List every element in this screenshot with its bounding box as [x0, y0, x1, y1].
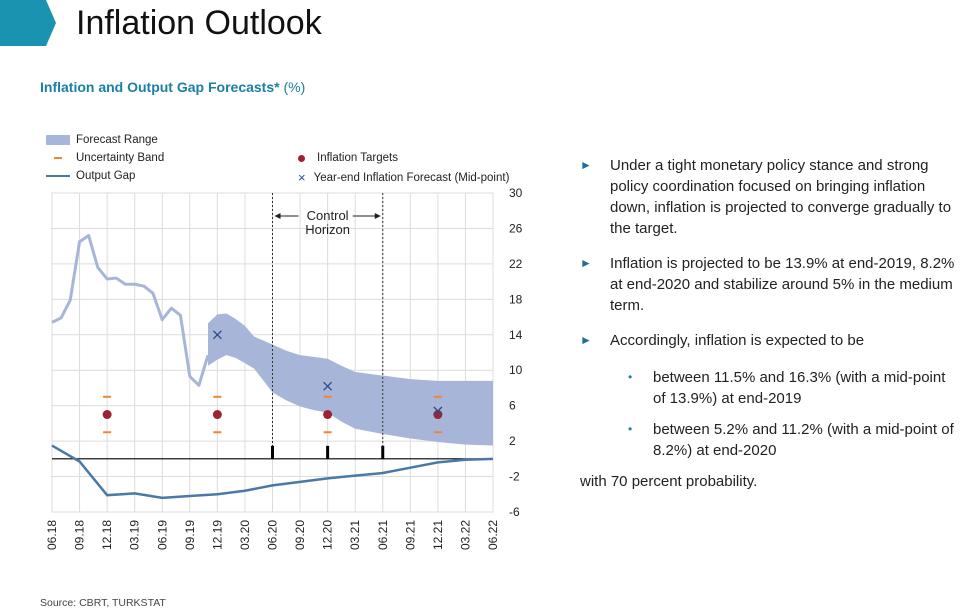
horizon-base-mark — [381, 445, 385, 459]
horizon-base-mark — [271, 445, 274, 459]
legend-uncertainty-band: Uncertainty Band — [46, 152, 164, 164]
y-tick-label: -6 — [509, 505, 520, 519]
bullet-arrow-icon: ► — [580, 256, 592, 270]
chart-title: Inflation and Output Gap Forecasts* (%) — [40, 79, 305, 95]
sub-bullet-dot-icon: • — [628, 422, 633, 436]
y-tick-label: 22 — [509, 257, 523, 271]
control-horizon-label: Horizon — [305, 222, 350, 237]
bullet-item: ► Under a tight monetary policy stance an… — [580, 155, 955, 239]
inflation-target-point — [212, 410, 222, 420]
output-gap-line — [51, 444, 494, 500]
legend-forecast-range-label: Forecast Range — [76, 134, 158, 146]
bullet-item: ► Accordingly, inflation is expected to b… — [580, 330, 955, 351]
year-end-forecast-point — [212, 330, 222, 340]
bullet-item: ► Inflation is projected to be 13.9% at e… — [580, 253, 955, 316]
x-tick-label: 06.21 — [376, 520, 390, 550]
x-tick-label: 12.21 — [431, 520, 445, 550]
uncertainty-band-swatch — [46, 157, 70, 159]
inflation-target-point — [433, 410, 443, 420]
legend-inflation-targets: Inflation Targets — [298, 152, 398, 164]
year-end-forecast-swatch: × — [298, 170, 306, 185]
x-tick-label: 06.22 — [486, 520, 500, 550]
bullet-arrow-icon: ► — [580, 158, 592, 172]
legend-year-end-forecast: × Year-end Inflation Forecast (Mid-point… — [298, 170, 509, 185]
inflation-history-line — [51, 234, 210, 387]
inflation-target-point — [323, 410, 333, 420]
horizon-base-mark — [326, 445, 330, 459]
y-tick-label: 30 — [509, 186, 523, 200]
y-tick-label: 2 — [509, 434, 516, 448]
bullet-text: Under a tight monetary policy stance and… — [610, 157, 952, 237]
horizon-arrowhead-left — [274, 213, 281, 219]
x-tick-label: 06.20 — [266, 520, 280, 550]
bullet-list: ► Under a tight monetary policy stance an… — [580, 155, 955, 492]
legend-inflation-targets-label: Inflation Targets — [317, 152, 398, 164]
plot-frame — [51, 192, 494, 513]
x-tick-label: 09.19 — [183, 520, 197, 550]
sub-bullet-item: • between 11.5% and 16.3% (with a mid-poi… — [580, 367, 955, 409]
x-tick-label: 06.18 — [45, 520, 59, 550]
sub-bullet-dot-icon: • — [628, 370, 633, 384]
chart-unit: (%) — [283, 79, 306, 95]
chart-title-text: Inflation and Output Gap Forecasts* — [40, 79, 280, 95]
y-tick-label: -2 — [509, 470, 520, 484]
x-tick-label: 03.22 — [458, 520, 472, 550]
forecast-range-swatch — [46, 135, 70, 145]
bullet-arrow-icon: ► — [580, 333, 592, 347]
year-end-forecast-point — [433, 406, 443, 416]
forecast-range-area — [208, 313, 493, 446]
x-tick-label: 06.19 — [155, 520, 169, 550]
legend-output-gap-label: Output Gap — [76, 170, 136, 182]
x-tick-label: 03.19 — [128, 520, 142, 550]
legend-year-end-forecast-label: Year-end Inflation Forecast (Mid-point) — [313, 171, 510, 184]
output-gap-swatch — [46, 175, 70, 177]
y-tick-label: 26 — [509, 221, 523, 235]
legend-uncertainty-band-label: Uncertainty Band — [76, 152, 165, 164]
x-tick-label: 03.21 — [348, 520, 362, 550]
control-horizon-label: Control — [307, 208, 349, 223]
year-end-forecast-point — [323, 381, 333, 391]
page-title: Inflation Outlook — [76, 4, 322, 42]
x-tick-label: 12.18 — [100, 520, 114, 550]
title-tab-shape — [0, 0, 56, 46]
x-tick-label: 12.19 — [210, 520, 224, 550]
y-tick-label: 18 — [509, 292, 523, 306]
y-tick-label: 6 — [509, 399, 516, 413]
horizon-arrowhead-right — [374, 213, 381, 219]
bullet-text: Accordingly, inflation is expected to be — [610, 332, 865, 349]
legend-forecast-range: Forecast Range — [46, 134, 158, 146]
bullet-text: Inflation is projected to be 13.9% at en… — [610, 255, 955, 314]
sub-bullet-text: between 11.5% and 16.3% (with a mid-poin… — [653, 369, 946, 407]
closing-text: with 70 percent probability. — [580, 473, 758, 490]
x-tick-label: 12.20 — [321, 520, 335, 550]
x-tick-label: 09.20 — [293, 520, 307, 550]
source-note: Source: CBRT, TURKSTAT — [40, 597, 166, 609]
y-tick-label: 14 — [509, 328, 523, 342]
sub-bullet-text: between 5.2% and 11.2% (with a mid-point… — [653, 421, 954, 459]
x-tick-label: 03.20 — [238, 520, 252, 550]
inflation-target-point — [102, 410, 112, 420]
inflation-target-swatch — [298, 154, 305, 162]
x-tick-label: 09.18 — [73, 520, 87, 550]
legend-output-gap: Output Gap — [46, 170, 135, 182]
x-tick-label: 09.21 — [403, 520, 417, 550]
y-tick-label: 10 — [509, 363, 523, 377]
sub-bullet-item: • between 5.2% and 11.2% (with a mid-poin… — [580, 419, 955, 461]
